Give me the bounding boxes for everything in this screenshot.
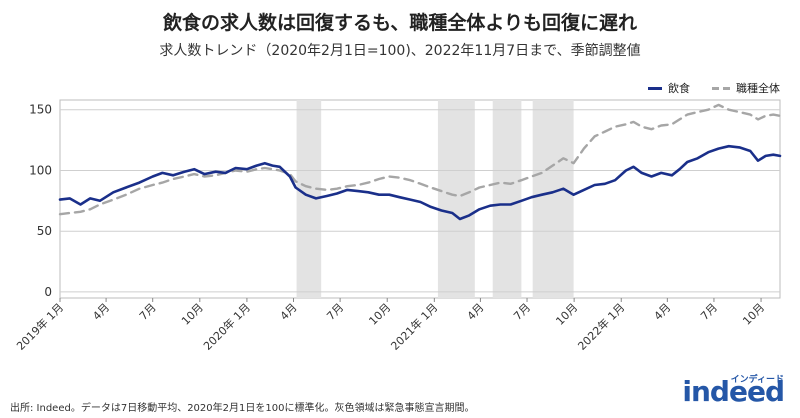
x-tick-label-3: 10月 (179, 301, 206, 328)
x-tick-label-6: 7月 (324, 301, 346, 323)
y-tick-label-50: 50 (37, 224, 52, 238)
legend-label-all: 職種全体 (736, 82, 780, 95)
x-tick-label-12: 2022年 1月 (575, 300, 628, 353)
series-line-food (58, 144, 782, 221)
x-tick-label-10: 7月 (511, 301, 533, 323)
footer-note: 出所: Indeed。データは7日移動平均、2020年2月1日を100に標準化。… (10, 403, 475, 414)
logo-kana: インディード (730, 375, 784, 385)
x-tick-label-15: 10月 (740, 301, 767, 328)
shaded-period-1 (437, 100, 475, 298)
x-tick-label-11: 10月 (553, 301, 580, 328)
indeed-logo: インディード indeed (682, 375, 785, 408)
shaded-period-3 (532, 100, 574, 298)
logo-word: indeed (682, 375, 785, 408)
y-tick-label-150: 150 (29, 103, 52, 117)
y-tick-label-100: 100 (29, 163, 52, 177)
x-tick-label-4: 2020年 1月 (200, 300, 253, 353)
chart-title: 飲食の求人数は回復するも、職種全体よりも回復に遅れ (162, 12, 638, 34)
x-tick-label-14: 7月 (698, 301, 720, 323)
x-tick-label-5: 4月 (278, 301, 300, 323)
x-tick-label-9: 4月 (465, 301, 487, 323)
x-tick-label-0: 2019年 1月 (13, 300, 66, 353)
y-tick-label-0: 0 (44, 285, 52, 299)
x-tick-label-7: 10月 (366, 301, 393, 328)
x-tick-label-2: 7月 (137, 301, 159, 323)
legend: 飲食 職種全体 (648, 80, 780, 96)
shaded-period-2 (492, 100, 522, 298)
plot-frame (59, 99, 781, 299)
x-tick-label-13: 4月 (652, 301, 674, 323)
series-line-all (58, 103, 782, 216)
x-tick-label-1: 4月 (90, 301, 112, 323)
chart-subtitle: 求人数トレンド（2020年2月1日=100)、2022年11月7日まで、季節調整… (159, 43, 641, 59)
legend-swatch-all (712, 86, 730, 90)
x-tick-label-8: 2021年 1月 (388, 300, 441, 353)
legend-label-food: 飲食 (668, 82, 690, 95)
legend-swatch-food (648, 86, 662, 90)
